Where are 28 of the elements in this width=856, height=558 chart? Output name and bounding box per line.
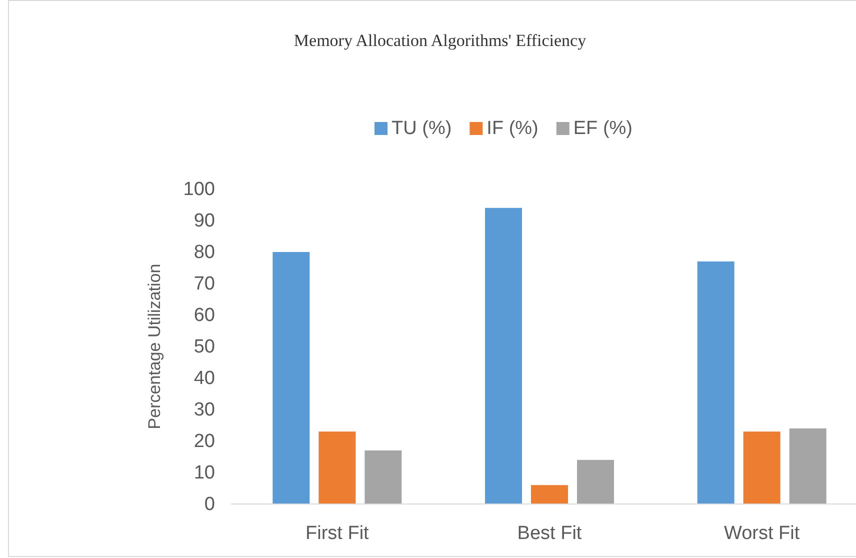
y-tick-label: 10 bbox=[194, 462, 215, 484]
y-tick-label: 80 bbox=[194, 242, 215, 264]
bar bbox=[743, 432, 780, 504]
y-tick-label: 60 bbox=[194, 305, 215, 326]
legend-label: EF (%) bbox=[573, 118, 632, 139]
bar bbox=[531, 485, 568, 504]
bar bbox=[364, 450, 402, 504]
y-tick-label: 0 bbox=[204, 494, 215, 516]
bar bbox=[318, 432, 356, 504]
y-tick-label: 90 bbox=[194, 210, 215, 232]
bar bbox=[485, 208, 522, 504]
y-tick-label: 20 bbox=[194, 431, 215, 452]
y-axis-title: Percentage Utilization bbox=[145, 264, 164, 430]
chart-title: Memory Allocation Algorithms' Efficiency bbox=[294, 31, 587, 50]
y-tick-label: 50 bbox=[194, 336, 215, 358]
bar bbox=[272, 252, 310, 504]
legend-label: TU (%) bbox=[392, 118, 452, 139]
y-tick-label: 30 bbox=[194, 400, 215, 421]
y-tick-label: 40 bbox=[194, 368, 215, 390]
y-tick-label: 70 bbox=[194, 274, 215, 295]
legend-label: IF (%) bbox=[486, 118, 538, 139]
bar bbox=[697, 261, 734, 504]
bar bbox=[789, 428, 826, 504]
x-tick-label: First Fit bbox=[306, 523, 370, 544]
bar bbox=[577, 460, 614, 504]
y-tick-label: 100 bbox=[183, 179, 215, 200]
x-tick-label: Worst Fit bbox=[724, 523, 800, 544]
x-tick-label: Best Fit bbox=[517, 523, 582, 544]
